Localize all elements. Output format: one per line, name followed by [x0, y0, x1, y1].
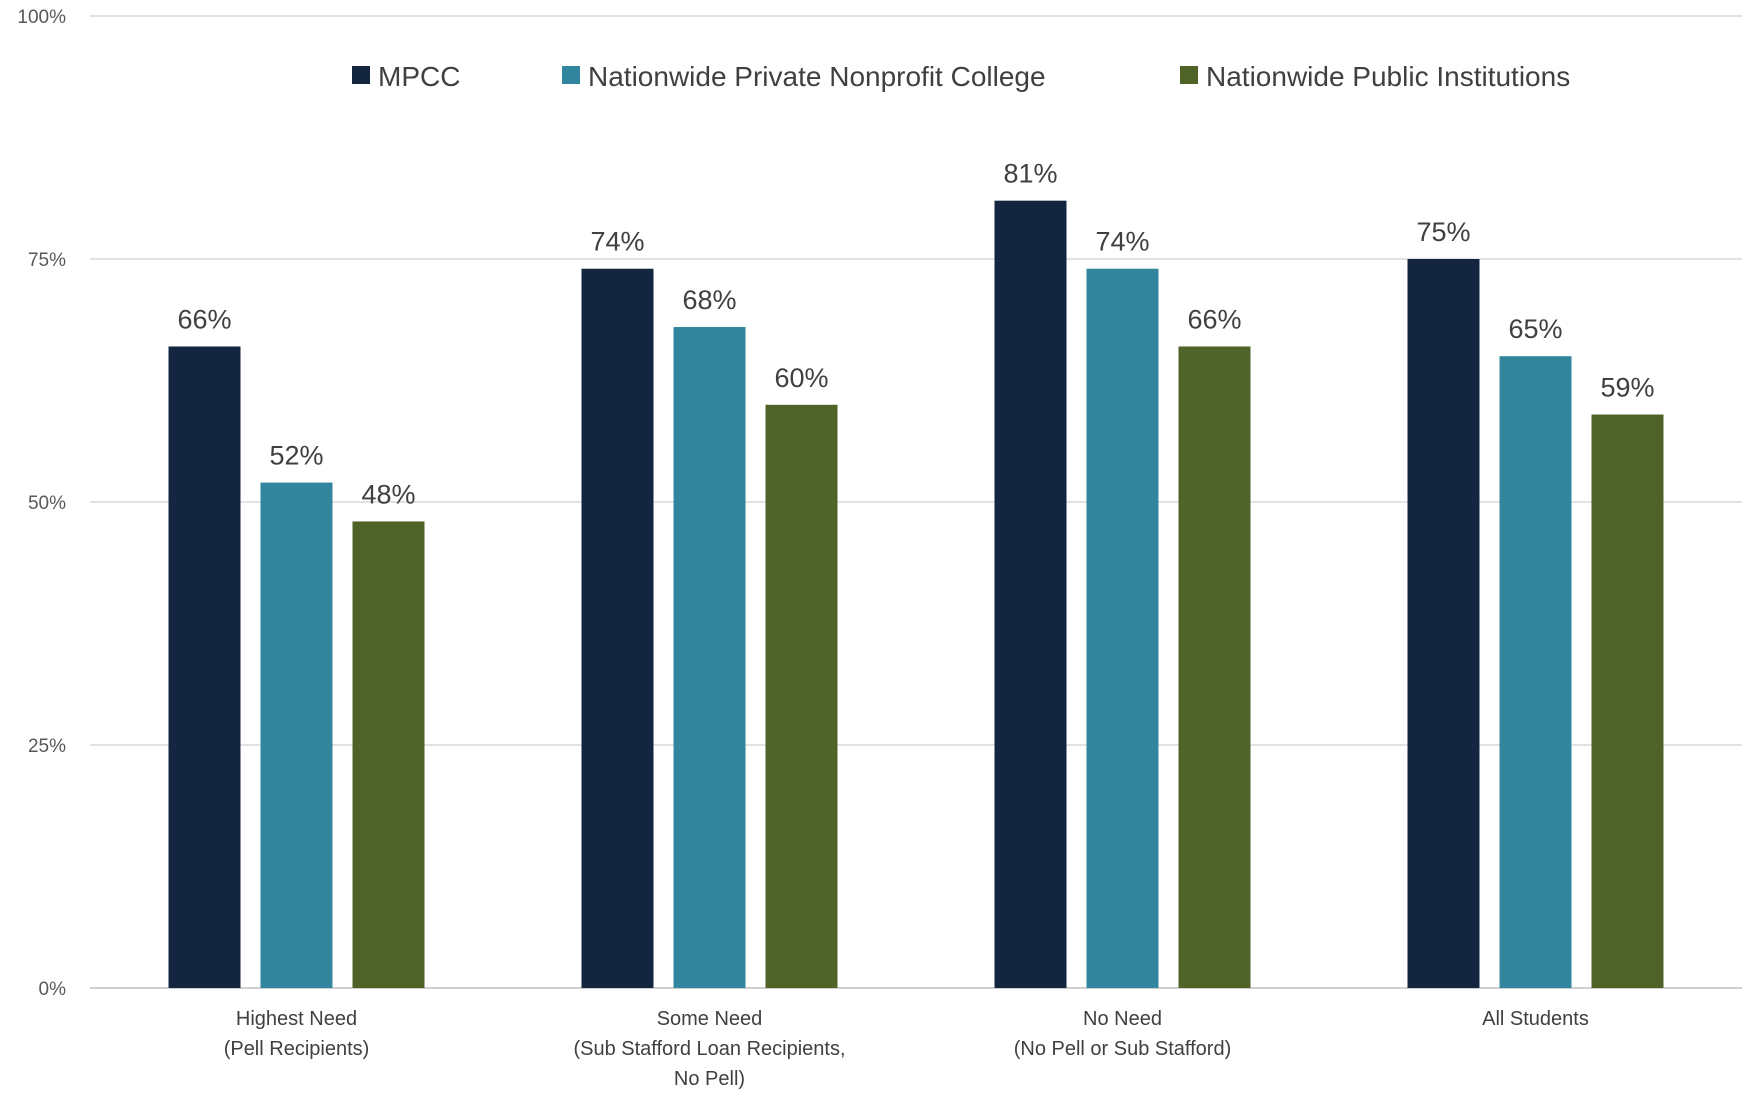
bar-mpcc	[1407, 259, 1480, 988]
category-label: Some Need	[657, 1008, 763, 1030]
category-label: (Pell Recipients)	[224, 1038, 370, 1060]
data-label: 52%	[269, 441, 323, 471]
category-label: No Need	[1083, 1008, 1162, 1030]
category-label: No Pell)	[674, 1068, 745, 1090]
bar-nationwide-public-institutions	[352, 521, 425, 988]
data-label: 81%	[1003, 159, 1057, 189]
bar-nationwide-public-institutions	[765, 404, 838, 988]
y-tick-label: 100%	[17, 7, 66, 28]
bar-nationwide-public-institutions	[1591, 414, 1664, 988]
bar-mpcc	[581, 268, 654, 989]
data-label: 74%	[1095, 227, 1149, 257]
gridlines	[90, 15, 1742, 989]
data-label: 66%	[177, 304, 231, 334]
data-label: 65%	[1508, 314, 1562, 344]
category-label: Highest Need	[236, 1008, 357, 1030]
category-label: (No Pell or Sub Stafford)	[1014, 1038, 1232, 1060]
bar-nationwide-private-nonprofit-college	[1499, 356, 1572, 988]
legend-label: Nationwide Public Institutions	[1206, 61, 1570, 92]
y-tick-label: 25%	[28, 736, 66, 757]
x-axis-categories: Highest Need (Pell Recipients) Some Need (S…	[224, 1008, 1589, 1090]
legend-swatch	[352, 66, 370, 84]
legend-label: Nationwide Private Nonprofit College	[588, 61, 1046, 92]
data-label: 74%	[590, 227, 644, 257]
bar-nationwide-private-nonprofit-college	[673, 327, 746, 988]
data-label: 48%	[361, 479, 415, 509]
bars	[168, 200, 1664, 989]
category-label: All Students	[1482, 1008, 1589, 1030]
bar-mpcc	[168, 346, 241, 989]
bar-nationwide-public-institutions	[1178, 346, 1251, 989]
y-tick-label: 75%	[28, 250, 66, 271]
y-axis-ticks: 0% 25% 50% 75% 100%	[17, 7, 66, 1000]
category-label: (Sub Stafford Loan Recipients,	[573, 1038, 845, 1060]
bar-nationwide-private-nonprofit-college	[1086, 268, 1159, 989]
data-label: 66%	[1187, 304, 1241, 334]
legend-swatch	[1180, 66, 1198, 84]
data-labels: 66% 52% 48% 74% 68% 60% 81% 74% 66% 75% 65% 59%	[177, 159, 1654, 510]
legend-label: MPCC	[378, 61, 460, 92]
bar-nationwide-private-nonprofit-college	[260, 482, 333, 988]
data-label: 59%	[1600, 373, 1654, 403]
data-label: 75%	[1416, 217, 1470, 247]
bar-mpcc	[994, 200, 1067, 988]
y-tick-label: 0%	[39, 979, 67, 1000]
y-tick-label: 50%	[28, 493, 66, 514]
data-label: 60%	[774, 363, 828, 393]
legend: MPCC Nationwide Private Nonprofit College…	[352, 61, 1570, 92]
legend-swatch	[562, 66, 580, 84]
data-label: 68%	[682, 285, 736, 315]
